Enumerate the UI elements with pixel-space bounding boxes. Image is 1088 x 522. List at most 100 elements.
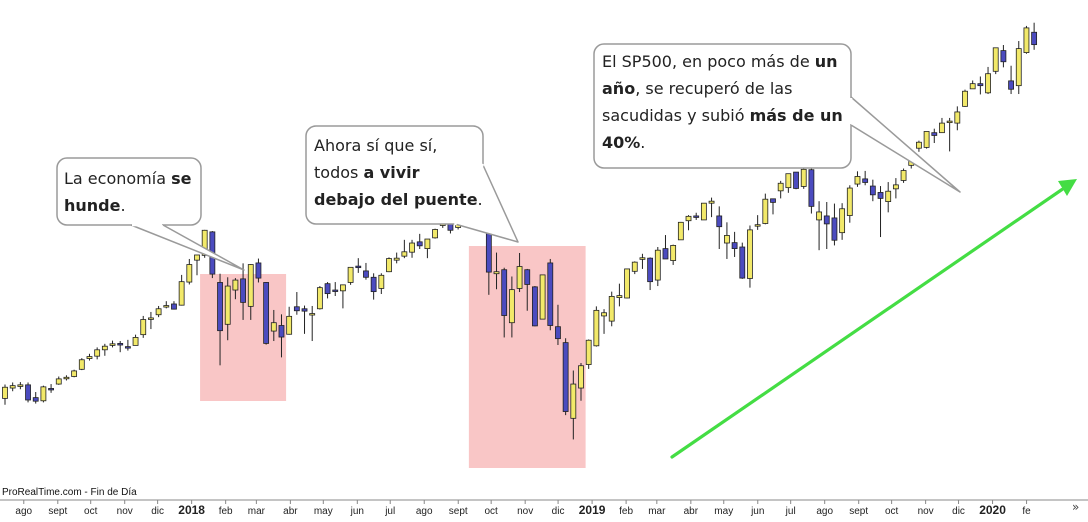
callout-line: año, se recuperó de las: [602, 75, 843, 102]
candle-body-up: [340, 284, 346, 292]
candle-body-up: [186, 264, 193, 283]
candle-body-up: [624, 268, 630, 299]
candle-body-up: [178, 281, 185, 306]
callout-recovery-text: El SP500, en poco más de un año, se recup…: [602, 48, 843, 156]
candle-body-up: [654, 249, 661, 281]
candle: [194, 254, 200, 276]
candle-body-down: [547, 262, 554, 326]
candle: [224, 277, 231, 341]
candle-body-down: [770, 198, 776, 203]
candle-body-up: [9, 385, 16, 389]
candles: [2, 22, 1038, 440]
candle: [363, 262, 369, 280]
candle: [324, 282, 331, 299]
candle: [677, 221, 684, 241]
candle: [55, 376, 62, 385]
candle-body-down: [255, 262, 262, 279]
candle: [885, 182, 892, 213]
candle-body-down: [647, 257, 654, 283]
candle-body-down: [524, 269, 531, 285]
candle: [747, 225, 753, 288]
candle: [547, 258, 554, 331]
candle-body-up: [892, 184, 899, 190]
candle-body-down: [793, 171, 799, 189]
candle-body-up: [754, 224, 761, 227]
candle-body-up: [63, 376, 70, 380]
candle-body-up: [846, 187, 853, 216]
x-axis-tick-label: dic: [952, 506, 965, 517]
candle-body-up: [992, 47, 999, 72]
candle-body-up: [854, 176, 861, 185]
candle: [601, 309, 607, 334]
candle-body-down: [731, 242, 738, 250]
candle: [78, 358, 85, 371]
candle-body-up: [2, 386, 8, 399]
candle: [800, 168, 807, 189]
candle: [532, 286, 538, 327]
candle-body-up: [700, 202, 707, 221]
x-axis-tick-label: ago: [15, 506, 32, 517]
candle-body-up: [347, 266, 354, 283]
candle-body-up: [578, 365, 584, 389]
candle: [63, 375, 70, 381]
candle-body-down: [1008, 80, 1014, 90]
candle-body-down: [931, 132, 938, 136]
candle-body-up: [593, 309, 600, 347]
candle: [432, 228, 438, 239]
candle-body-down: [977, 83, 984, 87]
candle: [624, 268, 630, 299]
callout-bubble-3: [593, 43, 961, 193]
candle-body-down: [869, 185, 876, 196]
trend-arrow-head: [1058, 179, 1077, 196]
candle: [593, 306, 600, 347]
candle-body-down: [278, 325, 285, 338]
candle-body-down: [363, 270, 369, 278]
candle-body-up: [140, 319, 147, 336]
candle: [386, 257, 392, 273]
candle: [370, 273, 377, 300]
candle-body-up: [247, 264, 254, 307]
candle: [301, 305, 308, 334]
x-axis-tick-label: feb: [619, 506, 633, 517]
candle: [94, 347, 101, 360]
candle: [992, 47, 999, 75]
candle: [739, 242, 746, 279]
callout-segment: Ahora sí que sí,: [314, 136, 438, 155]
callout-bold-segment: más de un: [749, 106, 843, 125]
x-axis-tick-label: jun: [750, 506, 764, 517]
candle-body-down: [416, 241, 423, 247]
candle-body-up: [109, 343, 116, 346]
candle: [608, 291, 615, 327]
candle: [347, 266, 354, 285]
candle: [808, 168, 815, 214]
x-axis-tick-label: abr: [283, 506, 298, 517]
candle: [2, 384, 8, 405]
candle: [240, 263, 246, 320]
candle-body-up: [985, 73, 991, 94]
candle: [946, 117, 953, 152]
x-axis-tick-label: ago: [416, 506, 433, 517]
x-axis-tick-label: jun: [350, 506, 364, 517]
candle-body-up: [493, 271, 500, 275]
candle-body-up: [885, 190, 892, 202]
candle-body-up: [677, 221, 684, 241]
callout-segment: El SP500, en poco más de: [602, 52, 815, 71]
callout-bold-segment: a vivir: [363, 163, 420, 182]
candle: [555, 304, 561, 346]
candle-body-down: [823, 215, 830, 225]
candle-body-up: [86, 356, 93, 359]
x-axis-tick-label: sept: [849, 506, 868, 517]
candle-body-up: [708, 200, 715, 204]
candle: [101, 343, 108, 356]
x-axis-tick-label: nov: [117, 506, 133, 517]
candle-body-down: [355, 265, 362, 269]
candle: [846, 185, 853, 223]
candle-body-down: [562, 342, 569, 412]
candle: [255, 258, 262, 283]
candle-body-up: [946, 120, 953, 124]
candle-body-up: [17, 384, 24, 387]
scroll-right-icon[interactable]: »: [1072, 500, 1080, 514]
candle: [40, 385, 47, 403]
candle: [1000, 45, 1007, 68]
